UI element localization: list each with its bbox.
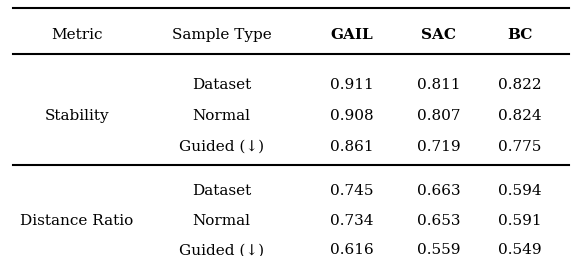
Text: 0.663: 0.663	[417, 184, 460, 198]
Text: Normal: Normal	[193, 109, 250, 123]
Text: 0.908: 0.908	[330, 109, 374, 123]
Text: 0.745: 0.745	[330, 184, 374, 198]
Text: 0.594: 0.594	[498, 184, 542, 198]
Text: 0.807: 0.807	[417, 109, 460, 123]
Text: Normal: Normal	[193, 214, 250, 228]
Text: Dataset: Dataset	[192, 78, 251, 92]
Text: 0.559: 0.559	[417, 243, 460, 256]
Text: 0.616: 0.616	[330, 243, 374, 256]
Text: GAIL: GAIL	[331, 28, 373, 42]
Text: BC: BC	[507, 28, 533, 42]
Text: Dataset: Dataset	[192, 184, 251, 198]
Text: 0.734: 0.734	[330, 214, 374, 228]
Text: 0.775: 0.775	[498, 140, 541, 154]
Text: Stability: Stability	[44, 109, 109, 123]
Text: 0.549: 0.549	[498, 243, 542, 256]
Text: 0.861: 0.861	[330, 140, 374, 154]
Text: SAC: SAC	[421, 28, 456, 42]
Text: Guided (↓): Guided (↓)	[179, 140, 264, 154]
Text: 0.591: 0.591	[498, 214, 542, 228]
Text: Guided (↓): Guided (↓)	[179, 243, 264, 256]
Text: 0.811: 0.811	[417, 78, 460, 92]
Text: 0.822: 0.822	[498, 78, 542, 92]
Text: 0.911: 0.911	[330, 78, 374, 92]
Text: Sample Type: Sample Type	[172, 28, 271, 42]
Text: Distance Ratio: Distance Ratio	[20, 214, 133, 228]
Text: 0.653: 0.653	[417, 214, 460, 228]
Text: 0.719: 0.719	[417, 140, 460, 154]
Text: Metric: Metric	[51, 28, 102, 42]
Text: 0.824: 0.824	[498, 109, 542, 123]
